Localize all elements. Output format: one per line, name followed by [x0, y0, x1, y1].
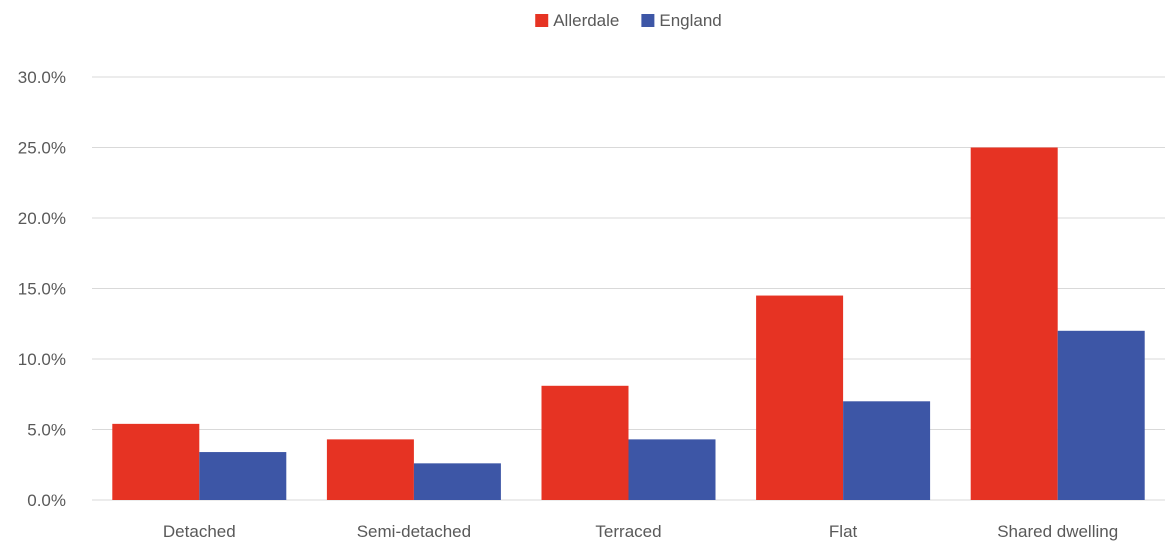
bar-allerdale-flat — [756, 295, 844, 500]
bar-england-flat — [843, 401, 931, 500]
bar-allerdale-shared-dwelling — [970, 147, 1058, 500]
bar-allerdale-semi-detached — [326, 439, 414, 500]
legend: Allerdale England — [535, 11, 722, 30]
y-tick-label: 20.0% — [18, 209, 66, 228]
bar-england-terraced — [628, 439, 716, 500]
y-tick-label: 30.0% — [18, 68, 66, 87]
y-tick-label: 10.0% — [18, 350, 66, 369]
x-tick-label: Detached — [163, 522, 236, 541]
legend-label-england: England — [659, 11, 721, 30]
legend-swatch-england — [641, 14, 655, 27]
bars — [112, 147, 1145, 500]
bar-england-shared-dwelling — [1057, 330, 1145, 500]
x-tick-label: Terraced — [595, 522, 661, 541]
x-tick-label: Shared dwelling — [997, 522, 1118, 541]
bar-england-detached — [199, 452, 287, 500]
y-tick-label: 25.0% — [18, 139, 66, 158]
x-tick-label: Flat — [829, 522, 858, 541]
bar-england-semi-detached — [413, 463, 501, 500]
legend-swatch-allerdale — [535, 14, 549, 27]
y-tick-label: 15.0% — [18, 280, 66, 299]
gridlines — [92, 76, 1165, 501]
y-tick-label: 0.0% — [27, 491, 66, 510]
legend-label-allerdale: Allerdale — [553, 11, 619, 30]
y-axis-tick-labels: 0.0% 5.0% 10.0% 15.0% 20.0% 25.0% 30.0% — [18, 68, 66, 510]
bar-allerdale-detached — [112, 423, 200, 500]
y-tick-label: 5.0% — [27, 421, 66, 440]
x-axis-tick-labels: Detached Semi-detached Terraced Flat Shared … — [163, 522, 1118, 541]
x-tick-label: Semi-detached — [357, 522, 471, 541]
bar-allerdale-terraced — [541, 385, 629, 500]
